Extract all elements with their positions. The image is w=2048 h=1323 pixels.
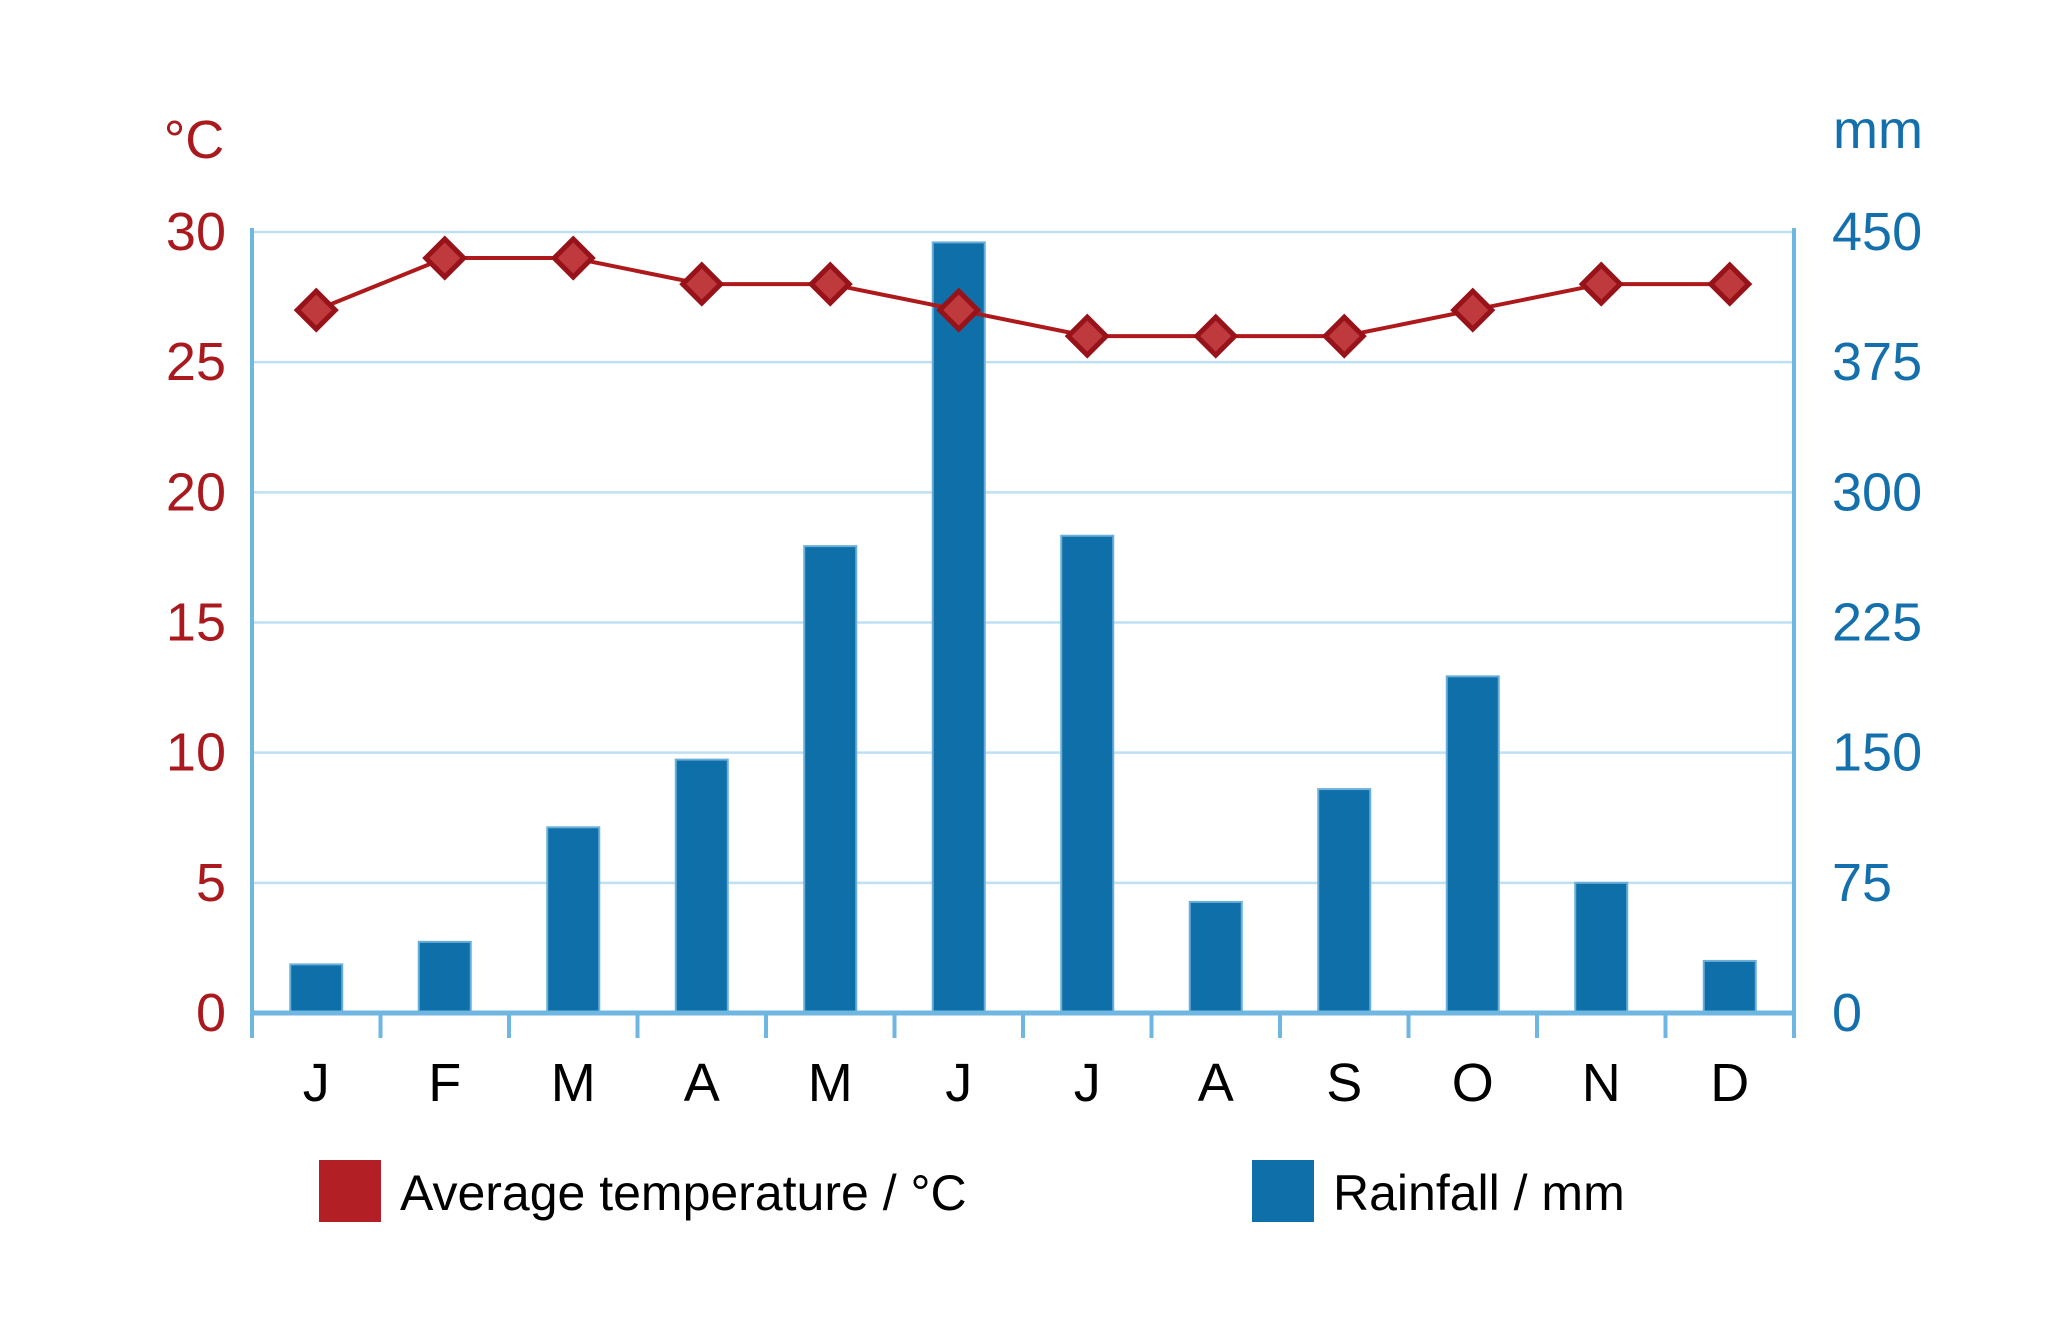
right-axis-unit-label: mm <box>1833 100 1923 160</box>
legend-swatch-temperature <box>319 1160 381 1222</box>
month-label-4-A: A <box>684 1053 720 1113</box>
rainfall-bar-6-J <box>931 241 986 1014</box>
right-axis-tick-label-225: 225 <box>1832 593 1922 653</box>
rainfall-bar-10-O <box>1445 675 1500 1015</box>
month-label-9-S: S <box>1326 1053 1362 1113</box>
rainfall-bar-5-M <box>803 545 858 1014</box>
temperature-marker-12-D <box>1707 261 1753 307</box>
rainfall-bar-8-A <box>1188 900 1243 1014</box>
rainfall-bar-1-J <box>289 963 344 1014</box>
temperature-marker-3-M <box>550 235 596 281</box>
month-label-12-D: D <box>1710 1053 1749 1113</box>
rainfall-bar-12-D <box>1702 959 1757 1015</box>
left-axis-tick-label-10: 10 <box>166 723 226 783</box>
temperature-marker-5-M <box>807 261 853 307</box>
month-label-3-M: M <box>551 1053 596 1113</box>
right-axis-tick-label-150: 150 <box>1832 723 1922 783</box>
left-axis-unit-label: °C <box>164 110 225 170</box>
right-axis-tick-label-300: 300 <box>1832 462 1922 522</box>
left-axis-tick-label-30: 30 <box>166 202 226 262</box>
legend-label-temperature: Average temperature / °C <box>400 1165 967 1221</box>
temperature-marker-11-N <box>1578 261 1624 307</box>
rainfall-bar-9-S <box>1317 788 1372 1015</box>
month-label-1-J: J <box>303 1053 330 1113</box>
month-label-7-J: J <box>1074 1053 1101 1113</box>
temperature-marker-10-O <box>1450 287 1496 333</box>
left-axis-tick-label-15: 15 <box>166 593 226 653</box>
month-label-8-A: A <box>1198 1053 1234 1113</box>
right-axis-tick-label-75: 75 <box>1832 853 1892 913</box>
month-label-11-N: N <box>1582 1053 1621 1113</box>
temperature-marker-9-S <box>1321 313 1367 359</box>
left-axis-tick-label-5: 5 <box>196 853 226 913</box>
right-axis-tick-label-450: 450 <box>1832 202 1922 262</box>
left-axis-tick-label-20: 20 <box>166 462 226 522</box>
month-label-5-M: M <box>808 1053 853 1113</box>
month-label-6-J: J <box>945 1053 972 1113</box>
temperature-marker-4-A <box>679 261 725 307</box>
temperature-marker-1-J <box>293 287 339 333</box>
rainfall-bar-3-M <box>546 826 601 1014</box>
right-axis-tick-label-375: 375 <box>1832 332 1922 392</box>
rainfall-bar-4-A <box>674 758 729 1014</box>
rainfall-bar-11-N <box>1574 881 1629 1014</box>
rainfall-bar-7-J <box>1060 534 1115 1014</box>
rainfall-bar-2-F <box>417 940 472 1014</box>
month-label-2-F: F <box>428 1053 461 1113</box>
left-axis-tick-label-0: 0 <box>196 983 226 1043</box>
temperature-marker-2-F <box>422 235 468 281</box>
month-label-10-O: O <box>1452 1053 1494 1113</box>
temperature-marker-8-A <box>1193 313 1239 359</box>
legend-label-rainfall: Rainfall / mm <box>1333 1165 1625 1221</box>
right-axis-tick-label-0: 0 <box>1832 983 1862 1043</box>
left-axis-tick-label-25: 25 <box>166 332 226 392</box>
legend-swatch-rainfall <box>1252 1160 1314 1222</box>
temperature-marker-6-J <box>936 287 982 333</box>
temperature-marker-7-J <box>1064 313 1110 359</box>
